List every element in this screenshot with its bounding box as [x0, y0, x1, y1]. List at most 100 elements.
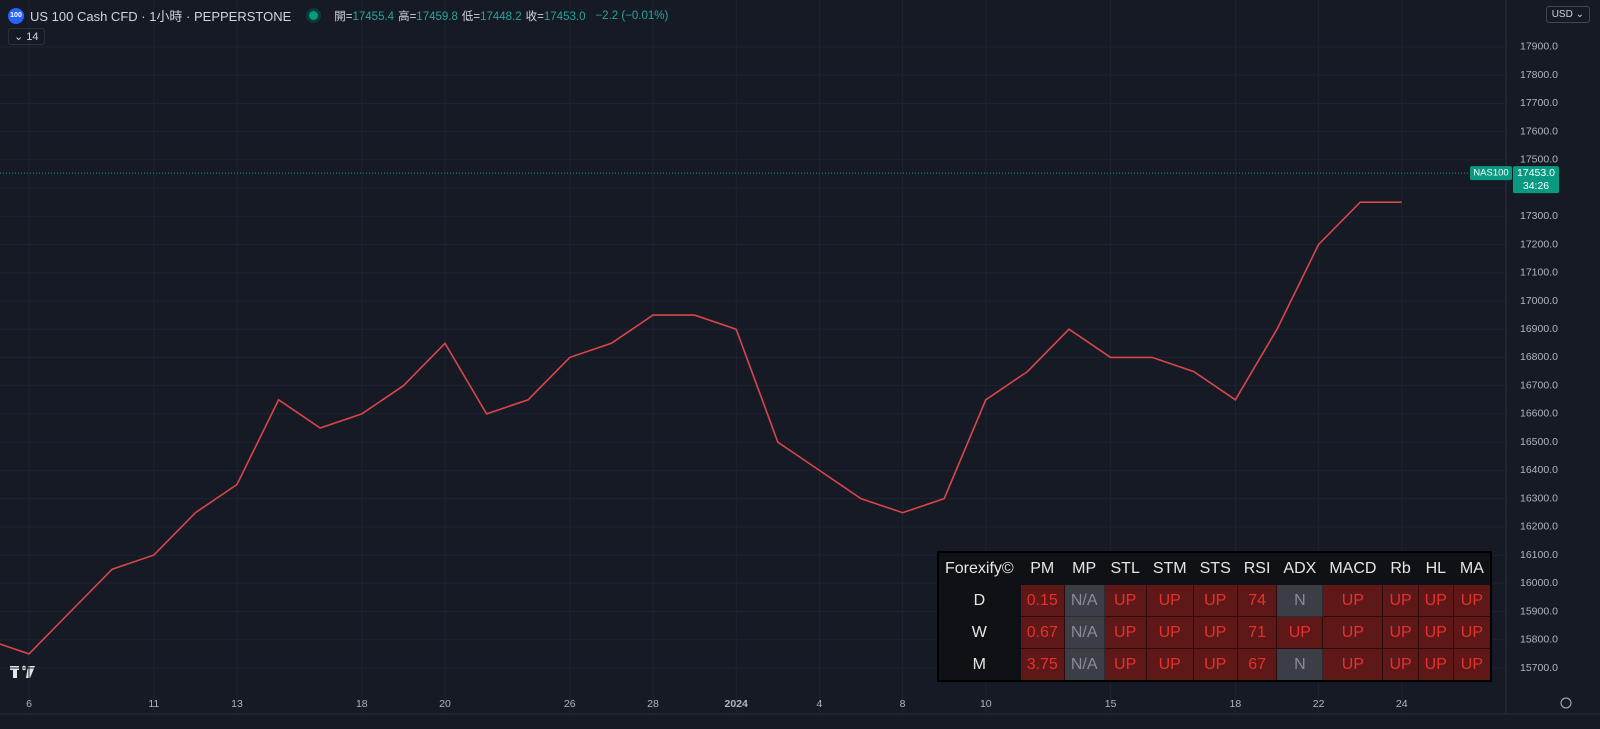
table-cell: N/A — [1063, 648, 1105, 682]
ohlc-value: 17459.8 — [416, 10, 458, 23]
table-cell: UP — [1417, 648, 1454, 682]
table-row: D 0.15 N/A UP UP UP 74 N UP UP UP UP — [937, 584, 1492, 617]
x-tick-label: 6 — [26, 698, 32, 710]
x-tick-label: 18 — [1230, 698, 1242, 710]
ohlc-item: 高=17459.8 — [398, 8, 458, 24]
x-tick-label: 10 — [980, 698, 992, 710]
symbol-tag-label: NAS100 — [1473, 168, 1508, 179]
table-cell: UP — [1452, 616, 1492, 649]
x-tick-label: 8 — [900, 698, 906, 710]
x-tick-label: 13 — [231, 698, 243, 710]
ohlc-item: 低=17448.2 — [462, 8, 522, 24]
y-tick-label: 17000.0 — [1520, 295, 1558, 307]
countdown: 34:26 — [1523, 180, 1549, 192]
table-cell: UP — [1103, 648, 1147, 682]
table-header-cell: MA — [1452, 551, 1492, 585]
table-cell: UP — [1103, 616, 1147, 649]
y-tick-label: 17900.0 — [1520, 41, 1558, 53]
y-tick-label: 16200.0 — [1520, 521, 1558, 533]
currency-select[interactable]: USD ⌄ — [1545, 6, 1590, 23]
table-cell: N — [1276, 648, 1324, 682]
table-cell: D — [937, 584, 1021, 617]
header: 100 US 100 Cash CFD · 1小時 · PEPPERSTONE … — [8, 6, 668, 25]
y-tick-label: 16900.0 — [1520, 323, 1558, 335]
symbol-title[interactable]: US 100 Cash CFD · 1小時 · PEPPERSTONE — [30, 9, 292, 24]
ohlc-value: 17448.2 — [480, 10, 522, 23]
symbol-badge: 100 — [8, 7, 24, 24]
x-tick-label: 20 — [439, 698, 451, 710]
table-cell: M — [937, 648, 1021, 682]
table-cell: UP — [1103, 584, 1147, 617]
table-cell: UP — [1322, 648, 1384, 682]
price-tag-label: 17453.0 — [1517, 167, 1555, 179]
table-cell: 67 — [1236, 648, 1278, 682]
indicator-count: 14 — [26, 31, 39, 43]
table-cell: UP — [1192, 616, 1238, 649]
table-row: W 0.67 N/A UP UP UP 71 UP UP UP UP UP — [937, 616, 1492, 649]
ohlc-label: 低= — [461, 10, 481, 23]
change: −2.2 (−0.01%) — [595, 9, 669, 22]
table-cell: UP — [1382, 584, 1419, 617]
ohlc-label: 開= — [334, 10, 353, 23]
ohlc-item: 收=17453.0 — [526, 8, 586, 24]
table-header-cell: Forexify© — [937, 551, 1021, 585]
currency: USD — [1551, 9, 1573, 20]
y-tick-label: 16400.0 — [1520, 464, 1558, 476]
table-header-cell: MP — [1063, 551, 1105, 585]
table-cell: UP — [1382, 648, 1419, 682]
y-tick-label: 16500.0 — [1520, 436, 1558, 448]
y-tick-label: 15700.0 — [1520, 662, 1558, 674]
indicator-table: Forexify© PM MP STL STM STS RSI ADX MACD Rb HL MA D 0… — [937, 551, 1492, 682]
price-line-series — [0, 201, 1402, 655]
market-status — [309, 11, 319, 20]
y-tick-label: 16700.0 — [1520, 379, 1558, 391]
y-tick-label: 16000.0 — [1520, 577, 1558, 589]
ohlc-label: 高= — [398, 10, 417, 23]
y-tick-label: 17300.0 — [1520, 210, 1558, 222]
y-tick-label: 16100.0 — [1520, 549, 1558, 561]
table-cell: UP — [1382, 616, 1419, 649]
y-tick-label: 17200.0 — [1520, 238, 1558, 250]
x-tick-label: 18 — [356, 698, 368, 710]
table-header-cell: RSI — [1236, 551, 1278, 585]
ohlc-label: 收= — [525, 10, 544, 23]
x-tick-label: 26 — [564, 698, 576, 710]
table-cell: N/A — [1063, 584, 1105, 617]
x-tick-label: 24 — [1396, 698, 1408, 710]
table-cell: UP — [1145, 584, 1194, 617]
table-cell: 3.75 — [1019, 648, 1065, 682]
y-tick-label: 15800.0 — [1520, 634, 1558, 646]
symbol-tag — [1470, 166, 1512, 181]
y-tick-label: 16800.0 — [1520, 351, 1558, 363]
y-tick-label: 17100.0 — [1520, 267, 1558, 279]
y-tick-label: 16300.0 — [1520, 492, 1558, 504]
indicator-toggle[interactable]: ⌄ 14 — [8, 28, 45, 45]
x-tick-label: 2024 — [725, 698, 749, 710]
y-tick-label: 17500.0 — [1520, 154, 1558, 166]
table-cell: UP — [1192, 648, 1238, 682]
table-cell: UP — [1417, 616, 1454, 649]
table-cell: UP — [1452, 584, 1492, 617]
x-tick-label: 15 — [1105, 698, 1117, 710]
table-cell: UP — [1452, 648, 1492, 682]
table-cell: W — [937, 616, 1021, 649]
x-tick-label: 4 — [816, 698, 822, 710]
y-tick-label: 17700.0 — [1520, 97, 1558, 109]
settings-icon[interactable] — [1560, 697, 1572, 709]
y-tick-label: 17800.0 — [1520, 69, 1558, 81]
table-header-cell: STM — [1145, 551, 1194, 585]
table-header-cell: HL — [1417, 551, 1454, 585]
ohlc-value: 17453.0 — [543, 10, 586, 23]
y-tick-label: 17600.0 — [1520, 125, 1558, 137]
table-cell: 0.67 — [1019, 616, 1065, 649]
table-cell: UP — [1145, 616, 1194, 649]
table-cell: 71 — [1236, 616, 1278, 649]
table-cell: UP — [1276, 616, 1324, 649]
table-header-cell: STS — [1192, 551, 1238, 585]
y-tick-label: 15900.0 — [1520, 605, 1558, 617]
table-cell: UP — [1145, 648, 1194, 682]
table-cell: N/A — [1063, 616, 1105, 649]
